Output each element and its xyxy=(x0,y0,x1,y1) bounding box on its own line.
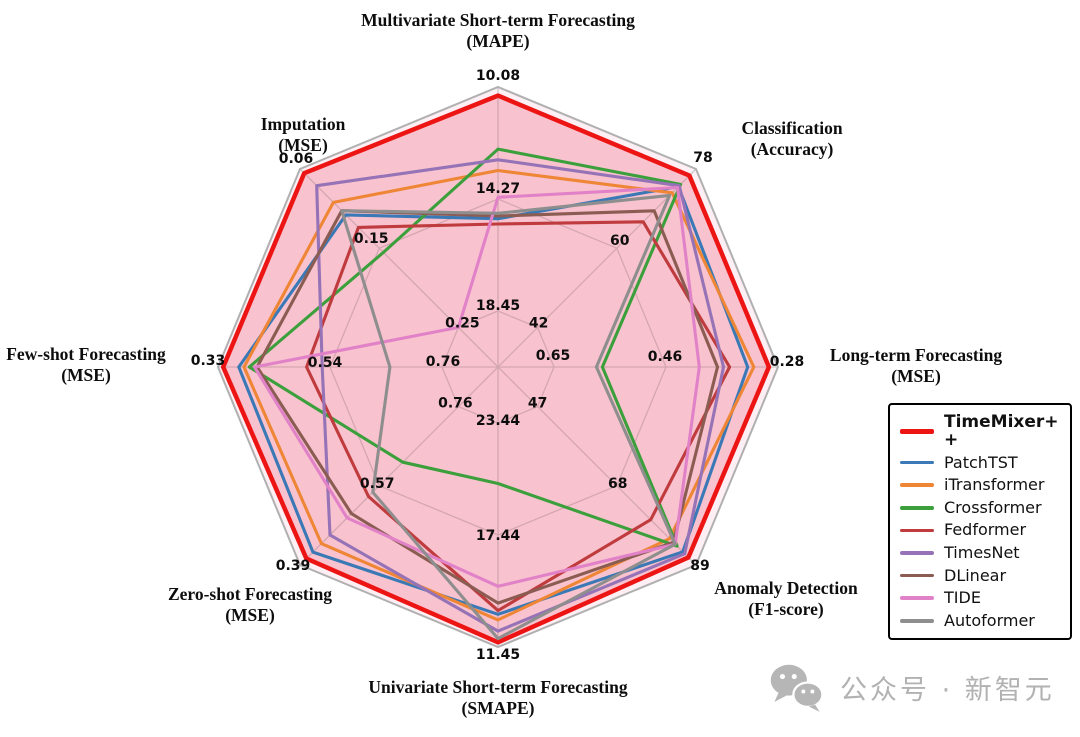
axis-tick-label: 68 xyxy=(608,476,627,492)
grid-spoke xyxy=(497,366,697,566)
axis-tick-label: 23.44 xyxy=(476,413,521,429)
axis-tick-label: 0.33 xyxy=(191,353,226,369)
axis-metric: (MSE) xyxy=(225,605,275,625)
axis-tick-label: 18.45 xyxy=(476,298,520,314)
grid-outer-frame xyxy=(216,85,780,649)
legend-label: TimesNet xyxy=(944,542,1020,562)
legend-label: DLinear xyxy=(944,565,1007,585)
series-line-dlinear xyxy=(255,209,720,605)
axis-tick-label: 0.28 xyxy=(770,354,805,370)
legend-swatch-line xyxy=(900,483,934,487)
axis-label: Zero-shot Forecasting xyxy=(167,584,333,604)
axis-tick-label: 14.27 xyxy=(476,181,520,197)
axis-metric: (MSE) xyxy=(61,365,111,385)
axis-label: Multivariate Short-term Forecasting xyxy=(361,10,635,30)
legend-swatch-line xyxy=(900,428,934,434)
legend-swatch-line xyxy=(900,505,934,510)
legend-item: Crossformer xyxy=(900,497,1060,517)
axis-tick-label: 0.15 xyxy=(354,231,389,247)
axis-tick-label: 10.08 xyxy=(476,68,520,84)
axis-metric: (MSE) xyxy=(278,135,328,155)
axis-title-anomaly-detection: Anomaly Detection (F1-score) xyxy=(714,578,857,620)
axis-metric: (SMAPE) xyxy=(461,698,535,718)
axis-tick-label: 0.46 xyxy=(648,349,683,365)
legend-item: Fedformer xyxy=(900,521,1060,539)
legend-item: Autoformer xyxy=(900,610,1060,630)
axis-metric: (MSE) xyxy=(891,366,941,386)
legend-label: iTransformer xyxy=(944,475,1045,495)
series-line-fedformer xyxy=(305,220,732,613)
series-line-timesnet xyxy=(315,158,726,633)
axis-metric: (MAPE) xyxy=(466,31,530,51)
grid-ring xyxy=(441,310,555,424)
axis-title-classification: Classification (Accuracy) xyxy=(741,118,842,160)
legend-item: TIDE xyxy=(900,589,1060,607)
axis-tick-label: 47 xyxy=(528,396,547,412)
axis-tick-label: 0.25 xyxy=(445,315,480,331)
axis-metric: (F1-score) xyxy=(748,599,824,619)
legend-swatch-line xyxy=(900,528,934,533)
axis-tick-label: 89 xyxy=(690,558,709,574)
axis-title-zero-shot: Zero-shot Forecasting (MSE) xyxy=(168,584,332,626)
axis-tick-label: 42 xyxy=(529,315,548,331)
grid-spoke xyxy=(299,366,499,566)
legend-swatch-line xyxy=(900,618,934,623)
axis-label: Long-term Forecasting xyxy=(829,345,1003,365)
axis-metric: (Accuracy) xyxy=(750,139,834,159)
legend-label: TimeMixer+ + xyxy=(944,412,1059,450)
axis-title-few-shot: Few-shot Forecasting (MSE) xyxy=(6,344,166,386)
legend-label: Autoformer xyxy=(944,610,1035,630)
legend-item: TimesNet xyxy=(900,542,1060,562)
axis-tick-label: 0.06 xyxy=(279,151,314,167)
axis-title-long-term: Long-term Forecasting (MSE) xyxy=(830,345,1002,387)
series-fill-timemixer xyxy=(223,95,769,643)
grid-ring xyxy=(329,198,667,536)
axis-label: Anomaly Detection xyxy=(714,578,858,598)
wechat-icon xyxy=(770,664,824,712)
axis-tick-label: 60 xyxy=(610,233,630,249)
axis-tick-label: 0.76 xyxy=(438,396,473,412)
axis-label: Imputation xyxy=(260,114,346,134)
watermark-text: 公众号 · 新智元 xyxy=(840,674,1055,706)
axis-title-univariate-short-term: Univariate Short-term Forecasting (SMAPE… xyxy=(368,677,627,719)
axis-tick-label: 78 xyxy=(693,150,712,166)
axis-tick-label: 17.44 xyxy=(476,528,521,544)
legend-swatch-line xyxy=(900,596,934,600)
series-line-tide xyxy=(252,185,701,588)
axis-label: Classification xyxy=(741,118,843,138)
legend-swatch-line xyxy=(900,551,934,555)
legend-label: Crossformer xyxy=(944,497,1042,517)
legend-item: PatchTST xyxy=(900,452,1060,472)
series-line-itransformer xyxy=(242,168,756,622)
axis-tick-label: 0.65 xyxy=(536,348,571,364)
legend-item: TimeMixer+ + xyxy=(900,413,1060,449)
series-line-autoformer xyxy=(340,193,677,641)
legend-item: DLinear xyxy=(900,565,1060,585)
axis-title-multivariate-short-term: Multivariate Short-term Forecasting (MAP… xyxy=(361,10,635,52)
axis-label: Univariate Short-term Forecasting xyxy=(368,677,628,697)
axis-tick-label: 0.57 xyxy=(360,476,395,492)
watermark: 公众号 · 新智元 xyxy=(768,662,1055,712)
axis-label: Few-shot Forecasting xyxy=(6,344,166,364)
axis-tick-label: 11.45 xyxy=(476,647,520,663)
axis-tick-label: 0.39 xyxy=(276,558,311,574)
legend-label: TIDE xyxy=(944,588,981,608)
series-line-patchtst xyxy=(237,185,750,616)
legend-label: PatchTST xyxy=(944,452,1018,472)
legend-swatch-line xyxy=(900,573,934,578)
series-line-crossformer xyxy=(247,147,683,548)
legend-swatch-line xyxy=(900,460,934,465)
grid-spoke xyxy=(497,168,697,368)
series-line-timemixer- xyxy=(220,93,772,645)
axis-title-imputation: Imputation (MSE) xyxy=(261,114,346,156)
legend: TimeMixer+ + PatchTST iTransformer Cross… xyxy=(888,403,1072,640)
legend-label: Fedformer xyxy=(944,520,1027,540)
axis-tick-label: 0.54 xyxy=(308,355,343,371)
legend-item: iTransformer xyxy=(900,476,1060,494)
axis-tick-label: 0.76 xyxy=(426,354,461,370)
